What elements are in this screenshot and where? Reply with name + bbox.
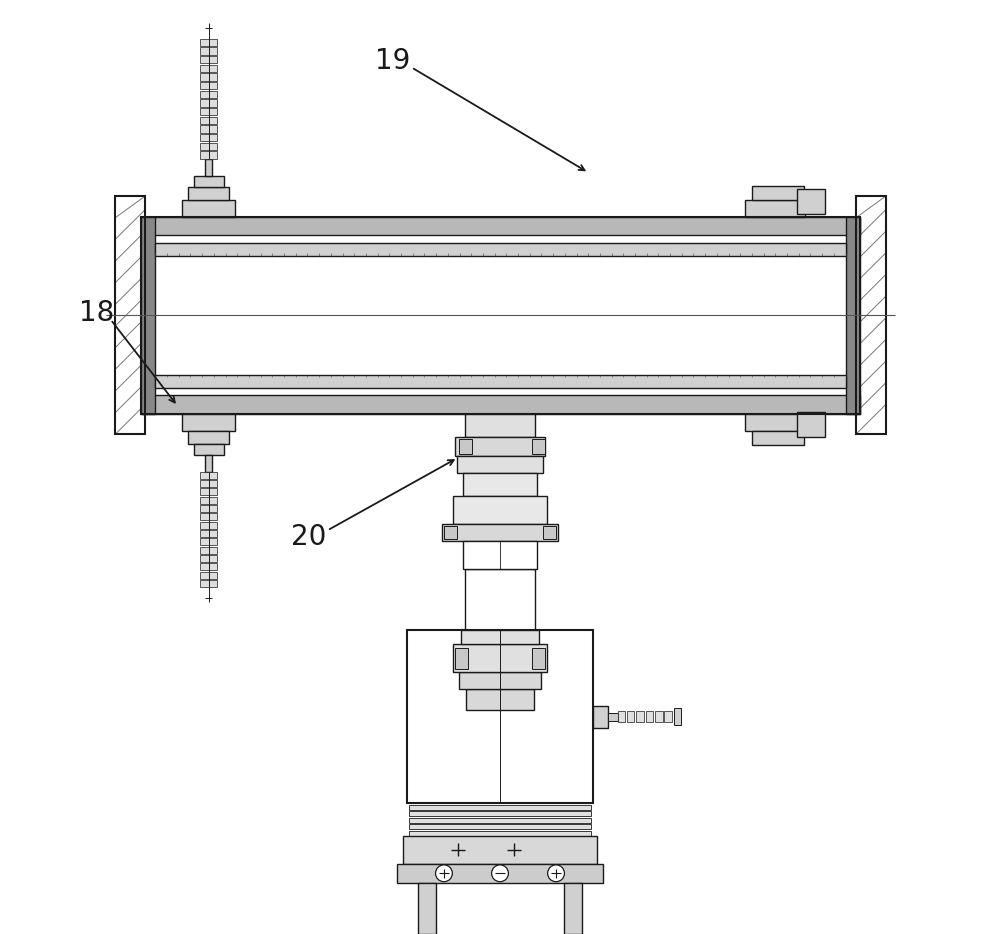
Bar bbox=[403, 836, 597, 864]
Bar bbox=[453, 644, 547, 672]
Bar bbox=[846, 217, 860, 414]
Bar bbox=[461, 630, 539, 644]
Bar bbox=[200, 580, 217, 587]
Text: 18: 18 bbox=[79, 299, 114, 327]
Bar bbox=[407, 630, 593, 803]
Bar bbox=[200, 488, 217, 495]
Bar bbox=[182, 414, 235, 431]
Bar bbox=[463, 541, 537, 569]
Bar bbox=[455, 437, 545, 456]
Bar bbox=[200, 82, 217, 90]
Bar bbox=[200, 117, 217, 124]
Bar bbox=[115, 196, 145, 434]
Bar bbox=[466, 689, 534, 710]
Bar bbox=[155, 375, 846, 388]
Bar bbox=[618, 712, 625, 723]
Bar bbox=[397, 864, 603, 883]
Bar bbox=[444, 526, 457, 539]
Bar bbox=[463, 473, 537, 496]
Bar bbox=[155, 243, 846, 256]
Bar bbox=[200, 514, 217, 520]
Bar bbox=[200, 546, 217, 554]
Text: 19: 19 bbox=[375, 47, 410, 75]
Bar bbox=[141, 217, 860, 235]
Bar bbox=[752, 431, 804, 445]
Bar bbox=[200, 99, 217, 106]
Text: 20: 20 bbox=[291, 523, 326, 551]
Bar bbox=[200, 572, 217, 579]
Bar bbox=[141, 217, 860, 414]
Bar bbox=[532, 439, 545, 454]
Bar bbox=[141, 395, 860, 414]
Bar bbox=[664, 712, 672, 723]
Bar bbox=[200, 91, 217, 98]
Bar bbox=[194, 444, 224, 455]
Bar bbox=[459, 672, 541, 689]
Bar bbox=[409, 817, 591, 823]
Bar bbox=[200, 538, 217, 545]
Bar bbox=[797, 189, 825, 214]
Bar bbox=[564, 883, 582, 934]
Bar bbox=[155, 235, 846, 395]
Bar bbox=[655, 712, 663, 723]
Bar bbox=[200, 108, 217, 116]
Bar bbox=[200, 56, 217, 64]
Bar bbox=[182, 200, 235, 217]
Bar bbox=[200, 472, 217, 479]
Bar bbox=[200, 563, 217, 571]
Bar bbox=[194, 176, 224, 187]
Bar bbox=[200, 522, 217, 529]
Bar bbox=[200, 555, 217, 562]
Bar bbox=[205, 455, 212, 472]
Bar bbox=[188, 187, 229, 200]
Bar bbox=[200, 530, 217, 537]
Bar bbox=[141, 217, 155, 414]
Circle shape bbox=[492, 865, 508, 882]
Bar bbox=[608, 714, 618, 721]
Bar bbox=[409, 804, 591, 810]
Bar bbox=[200, 151, 217, 159]
Bar bbox=[745, 414, 805, 431]
Bar bbox=[409, 811, 591, 816]
Bar bbox=[543, 526, 556, 539]
Bar bbox=[674, 708, 681, 725]
Bar bbox=[856, 196, 886, 434]
Bar bbox=[752, 186, 804, 200]
Bar bbox=[745, 200, 805, 217]
Bar bbox=[200, 48, 217, 55]
Bar bbox=[459, 439, 472, 454]
Bar bbox=[205, 159, 212, 176]
Bar bbox=[200, 505, 217, 512]
Bar bbox=[593, 706, 608, 729]
Bar bbox=[200, 143, 217, 150]
Bar bbox=[442, 524, 558, 541]
Bar bbox=[200, 64, 217, 72]
Bar bbox=[455, 648, 468, 669]
Bar bbox=[532, 648, 545, 669]
Bar bbox=[418, 883, 436, 934]
Bar bbox=[453, 496, 547, 524]
Bar bbox=[465, 569, 535, 710]
Bar bbox=[457, 456, 543, 473]
Circle shape bbox=[436, 865, 452, 882]
Bar bbox=[409, 830, 591, 836]
Bar bbox=[646, 712, 653, 723]
Bar bbox=[797, 412, 825, 437]
Bar bbox=[636, 712, 644, 723]
Bar bbox=[200, 74, 217, 80]
Bar bbox=[200, 125, 217, 133]
Bar bbox=[200, 38, 217, 46]
Circle shape bbox=[548, 865, 564, 882]
Bar bbox=[627, 712, 634, 723]
Bar bbox=[409, 824, 591, 829]
Bar bbox=[200, 480, 217, 488]
Bar bbox=[200, 497, 217, 503]
Bar bbox=[465, 414, 535, 437]
Bar bbox=[188, 431, 229, 444]
Bar bbox=[200, 134, 217, 141]
